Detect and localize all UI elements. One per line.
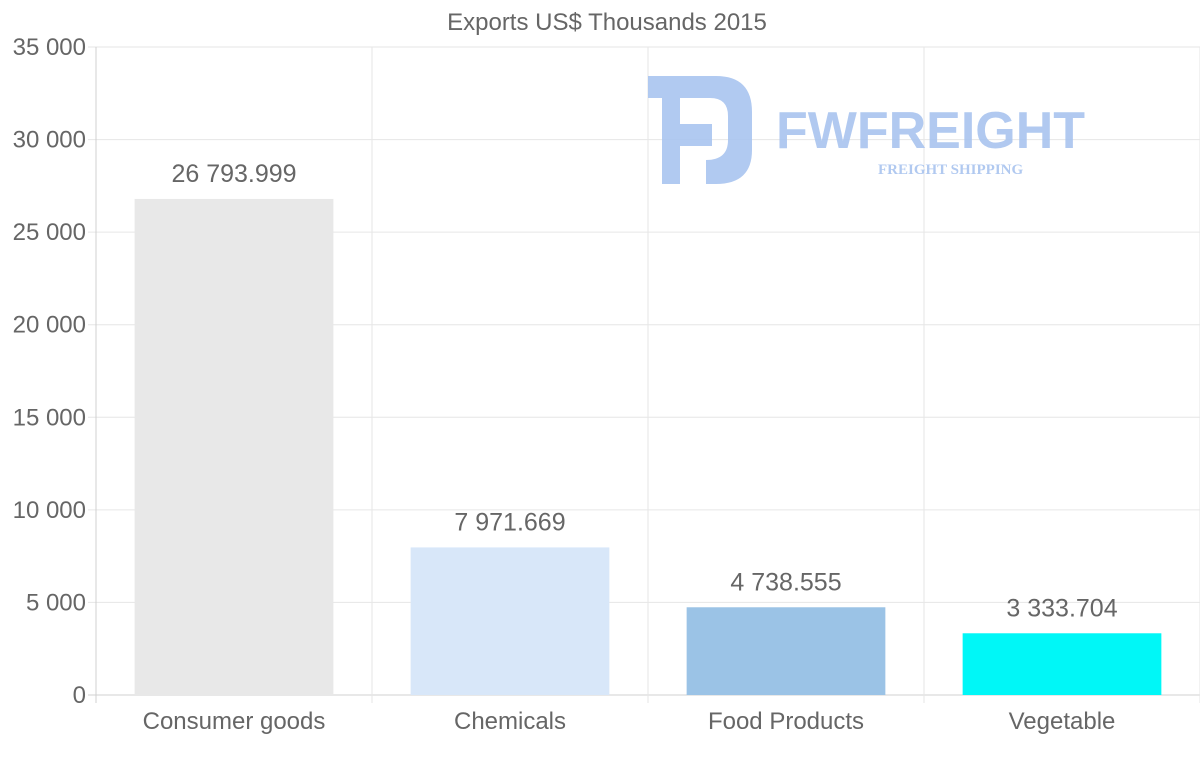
y-tick-label: 35 000 (13, 34, 86, 61)
x-tick-label: Vegetable (1009, 708, 1116, 735)
y-tick-label: 10 000 (13, 497, 86, 524)
bar-value-label: 3 333.704 (1006, 594, 1117, 622)
y-tick-label: 30 000 (13, 127, 86, 154)
x-tick-label: Chemicals (454, 708, 566, 735)
watermark-tagline: FREIGHT SHIPPING (878, 162, 1023, 178)
y-tick-label: 0 (73, 682, 86, 709)
label-layer: 0 5 000 10 000 15 000 20 000 25 000 30 000 35 0… (13, 34, 1118, 735)
y-tick-label: 25 000 (13, 219, 86, 246)
fw-logo-icon (648, 76, 752, 184)
bar[interactable] (686, 607, 886, 695)
bar-value-label: 7 971.669 (454, 508, 565, 536)
bar-value-label: 4 738.555 (730, 568, 841, 596)
x-tick-label: Consumer goods (143, 708, 326, 735)
watermark-brand: FWFREIGHT (776, 102, 1085, 160)
bar[interactable] (410, 547, 610, 695)
x-tick-label: Food Products (708, 708, 864, 735)
chart-title: Exports US$ Thousands 2015 (447, 9, 767, 36)
bar[interactable] (134, 198, 334, 695)
watermark-logo: FWFREIGHT FREIGHT SHIPPING (648, 76, 1085, 184)
y-tick-label: 5 000 (26, 589, 86, 616)
bar[interactable] (962, 633, 1162, 695)
y-tick-label: 20 000 (13, 312, 86, 339)
bar-value-label: 26 793.999 (171, 160, 296, 188)
bar-layer (134, 198, 1162, 695)
y-tick-label: 15 000 (13, 404, 86, 431)
